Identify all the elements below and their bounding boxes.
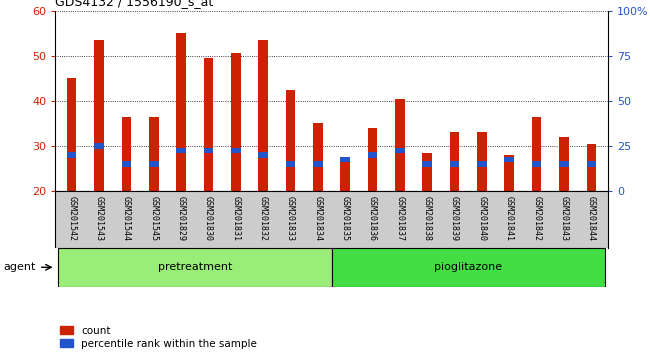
- Text: GSM201542: GSM201542: [67, 196, 76, 241]
- Bar: [504, 155, 514, 281]
- Bar: [532, 161, 541, 167]
- Text: GSM201844: GSM201844: [587, 196, 596, 241]
- Bar: [341, 157, 350, 162]
- Bar: [332, 248, 605, 287]
- Text: agent: agent: [3, 262, 36, 272]
- Text: GSM201835: GSM201835: [341, 196, 350, 241]
- Bar: [203, 148, 213, 153]
- Bar: [395, 148, 405, 153]
- Bar: [286, 161, 295, 167]
- Text: GSM201834: GSM201834: [313, 196, 322, 241]
- Text: GSM201544: GSM201544: [122, 196, 131, 241]
- Text: GSM201829: GSM201829: [177, 196, 185, 241]
- Bar: [532, 117, 541, 281]
- Bar: [422, 153, 432, 281]
- Bar: [559, 137, 569, 281]
- Text: GSM201831: GSM201831: [231, 196, 240, 241]
- Text: GSM201843: GSM201843: [560, 196, 569, 241]
- Bar: [176, 148, 186, 153]
- Bar: [94, 143, 104, 149]
- Text: GSM201841: GSM201841: [505, 196, 514, 241]
- Bar: [231, 53, 240, 281]
- Text: GSM201833: GSM201833: [286, 196, 295, 241]
- Bar: [368, 128, 377, 281]
- Text: pioglitazone: pioglitazone: [434, 262, 502, 272]
- Bar: [94, 40, 104, 281]
- Bar: [149, 117, 159, 281]
- Bar: [122, 161, 131, 167]
- Bar: [258, 40, 268, 281]
- Bar: [313, 124, 322, 281]
- Text: GSM201545: GSM201545: [150, 196, 158, 241]
- Bar: [286, 90, 295, 281]
- Bar: [450, 161, 460, 167]
- Bar: [368, 152, 377, 158]
- Bar: [341, 160, 350, 281]
- Bar: [504, 157, 514, 162]
- Bar: [67, 78, 77, 281]
- Legend: count, percentile rank within the sample: count, percentile rank within the sample: [60, 326, 257, 349]
- Text: GSM201830: GSM201830: [204, 196, 213, 241]
- Text: pretreatment: pretreatment: [157, 262, 232, 272]
- Text: GSM201837: GSM201837: [395, 196, 404, 241]
- Bar: [58, 248, 332, 287]
- Bar: [559, 161, 569, 167]
- Bar: [258, 152, 268, 158]
- Bar: [149, 161, 159, 167]
- Text: GSM201543: GSM201543: [94, 196, 103, 241]
- Bar: [67, 152, 77, 158]
- Bar: [450, 132, 460, 281]
- Bar: [203, 58, 213, 281]
- Bar: [586, 161, 596, 167]
- Bar: [586, 144, 596, 281]
- Bar: [176, 33, 186, 281]
- Text: GSM201840: GSM201840: [478, 196, 486, 241]
- Bar: [477, 132, 487, 281]
- Text: GSM201832: GSM201832: [259, 196, 268, 241]
- Bar: [313, 161, 322, 167]
- Text: GDS4132 / 1556190_s_at: GDS4132 / 1556190_s_at: [55, 0, 213, 8]
- Text: GSM201838: GSM201838: [422, 196, 432, 241]
- Text: GSM201839: GSM201839: [450, 196, 459, 241]
- Bar: [422, 161, 432, 167]
- Bar: [122, 117, 131, 281]
- Bar: [395, 99, 405, 281]
- Text: GSM201836: GSM201836: [368, 196, 377, 241]
- Bar: [231, 148, 240, 153]
- Bar: [477, 161, 487, 167]
- Text: GSM201842: GSM201842: [532, 196, 541, 241]
